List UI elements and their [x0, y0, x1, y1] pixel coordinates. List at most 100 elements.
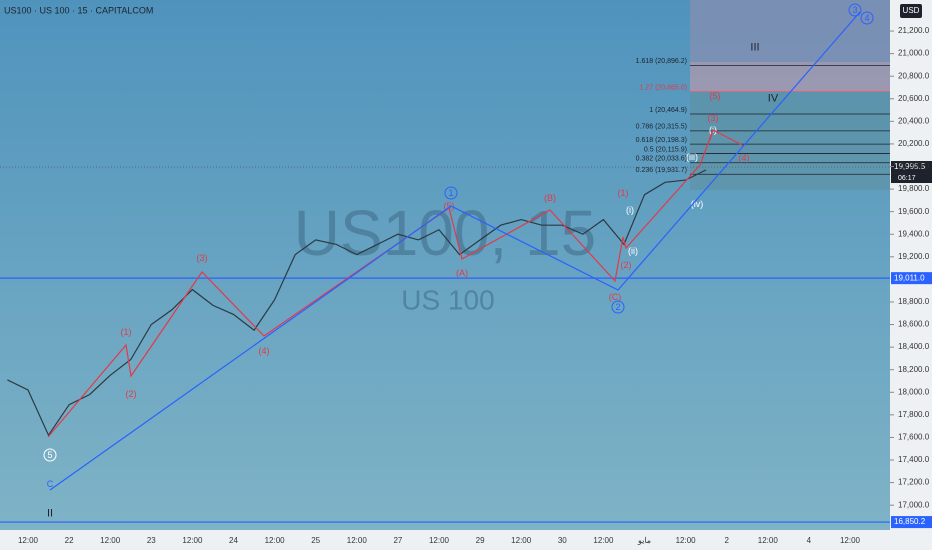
wave-label: C [47, 479, 54, 489]
y-tick-label: 20,600.0 [898, 94, 930, 103]
y-tick-label: 19,600.0 [898, 207, 930, 216]
wave-label: (iii) [686, 152, 698, 162]
x-tick-label: 25 [311, 536, 320, 545]
wave-label: (C) [609, 292, 622, 302]
x-tick-label: 12:00 [593, 536, 614, 545]
wave-label: II [47, 507, 53, 519]
price-line-series [7, 169, 707, 437]
wave-circle [611, 300, 625, 314]
x-tick-label: 12:00 [676, 536, 697, 545]
x-tick-label: 12:00 [758, 536, 779, 545]
price-label: 19,995.5 [894, 162, 926, 171]
countdown-box [891, 173, 932, 184]
currency-box [900, 4, 922, 18]
x-tick-label: 29 [476, 536, 485, 545]
y-tick-label: 20,000.0 [898, 162, 930, 171]
fib-zone [690, 62, 890, 92]
x-tick-label: مايو [637, 536, 651, 545]
y-tick-label: 21,200.0 [898, 26, 930, 35]
wave-label: (1) [618, 188, 629, 198]
y-tick-label: 19,800.0 [898, 184, 930, 193]
y-tick-label: 18,000.0 [898, 387, 930, 396]
wave-label: (1) [121, 327, 132, 337]
x-tick-label: 12:00 [347, 536, 368, 545]
price-label-box [891, 516, 932, 529]
wave-label: (5) [444, 201, 455, 211]
y-tick-label: 18,600.0 [898, 320, 930, 329]
wave-line [49, 11, 861, 491]
x-tick-label: 12:00 [182, 536, 203, 545]
y-tick-label: 17,800.0 [898, 410, 930, 419]
wave-label: III [750, 41, 759, 53]
fib-label: 1 (20,464.9) [649, 107, 687, 114]
y-tick-label: 20,400.0 [898, 116, 930, 125]
x-tick-label: 30 [558, 536, 567, 545]
fib-label: 0.618 (20,198.3) [636, 137, 687, 144]
wave-label: (4) [259, 346, 270, 356]
y-tick-label: 17,400.0 [898, 455, 930, 464]
chart-title: US100 · US 100 · 15 · CAPITALCOM [4, 5, 153, 15]
watermark: US100, 15 [294, 197, 596, 269]
y-tick-label: 17,000.0 [898, 500, 930, 509]
fib-label: 0.786 (20,315.5) [636, 124, 687, 131]
x-tick-label: 4 [807, 536, 812, 545]
x-tick-label: 2 [724, 536, 729, 545]
wave-label: (3) [197, 253, 208, 263]
wave-label: (i) [626, 205, 634, 215]
x-tick-label: 12:00 [840, 536, 861, 545]
wave-label: (2) [621, 260, 632, 270]
y-tick-label: 19,200.0 [898, 252, 930, 261]
wave-label: (ii) [628, 246, 638, 256]
y-tick-label: 20,200.0 [898, 139, 930, 148]
wave-label: 2 [615, 302, 620, 312]
wave-label: 4 [864, 13, 869, 23]
fib-label: 0.382 (20,033.6) [636, 156, 687, 163]
wave-label: IV [768, 92, 779, 104]
x-tick-label: 27 [393, 536, 402, 545]
fib-zone [690, 0, 890, 62]
x-tick-label: 12:00 [100, 536, 121, 545]
fib-label: 0.236 (19,931.7) [636, 167, 687, 174]
price-label: 16,850.2 [894, 517, 926, 526]
y-tick-label: 17,600.0 [898, 433, 930, 442]
price-label-box [891, 272, 932, 285]
fib-label: 1.618 (20,896.2) [636, 58, 687, 65]
wave-circle [444, 186, 458, 200]
y-tick-label: 21,000.0 [898, 49, 930, 58]
fib-zone [690, 92, 890, 190]
wave-line [47, 129, 745, 438]
wave-label: 1 [448, 188, 453, 198]
wave-label: 5 [47, 450, 52, 460]
y-tick-label: 17,200.0 [898, 478, 930, 487]
watermark-subtitle: US 100 [401, 284, 494, 315]
price-label-box [891, 161, 932, 174]
wave-label: (2) [126, 389, 137, 399]
y-tick-label: 18,800.0 [898, 297, 930, 306]
y-tick-label: 20,800.0 [898, 71, 930, 80]
fib-label: 0.5 (20,115.9) [644, 146, 687, 153]
wave-label: 3 [852, 5, 857, 15]
currency: USD [903, 6, 920, 15]
wave-label: (4) [739, 153, 750, 163]
fib-label: 1.27 (20,665.0) [640, 84, 687, 91]
x-tick-label: 12:00 [18, 536, 39, 545]
x-axis-background [0, 530, 890, 550]
x-tick-label: 23 [147, 536, 156, 545]
wave-label: (A) [456, 268, 468, 278]
wave-label: (B) [544, 193, 556, 203]
wave-circle [860, 11, 874, 25]
y-tick-label: 18,200.0 [898, 365, 930, 374]
x-tick-label: 12:00 [429, 536, 450, 545]
x-tick-label: 12:00 [265, 536, 286, 545]
x-tick-label: 22 [65, 536, 74, 545]
price-label: 19,011.0 [894, 273, 925, 282]
wave-label: (iv) [691, 199, 704, 209]
wave-label: (5) [710, 91, 721, 101]
wave-circle [43, 448, 57, 462]
countdown: 06:17 [898, 175, 916, 182]
y-tick-label: 19,400.0 [898, 229, 930, 238]
wave-label: (3) [708, 113, 719, 123]
x-tick-label: 24 [229, 536, 238, 545]
wave-circle [848, 3, 862, 17]
